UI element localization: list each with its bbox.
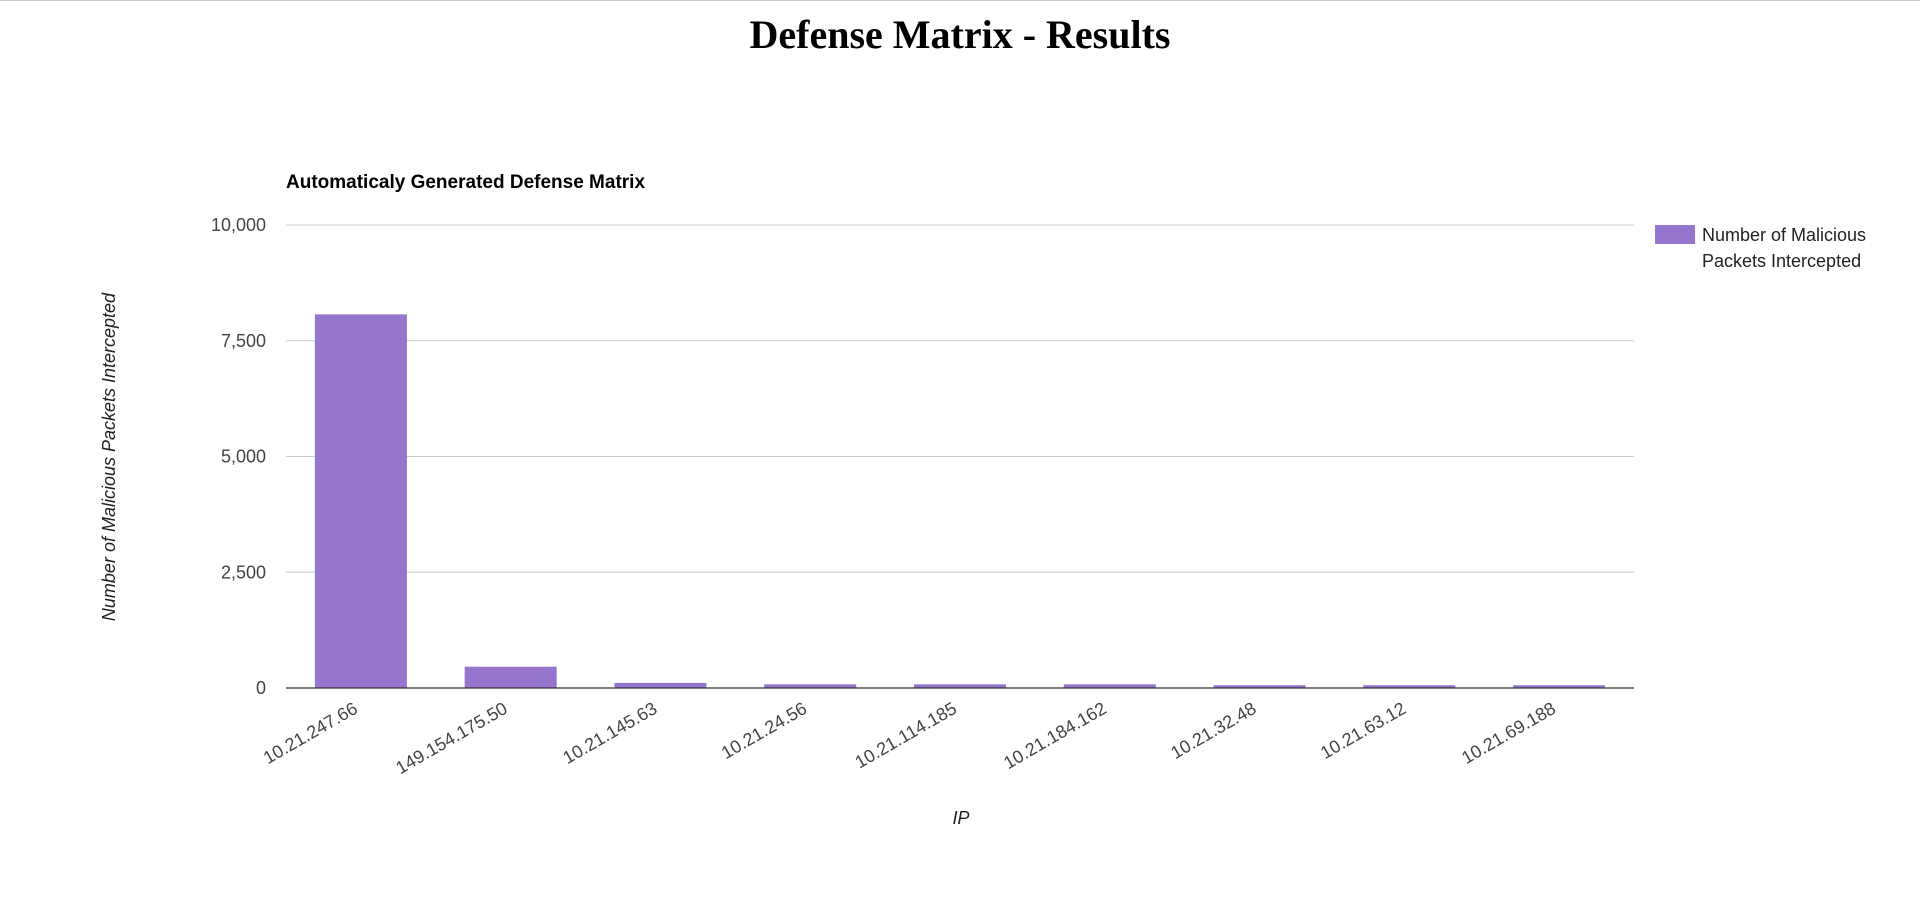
x-tick-label: 10.21.247.66 (260, 698, 361, 768)
legend-label: Number of Malicious (1702, 225, 1866, 245)
bar (764, 684, 857, 688)
legend-label: Packets Intercepted (1702, 251, 1861, 271)
bar (1063, 684, 1156, 688)
bar (1213, 685, 1306, 688)
x-tick-label: 10.21.114.185 (851, 698, 960, 772)
bar (1513, 685, 1606, 688)
x-tick-label: 10.21.24.56 (718, 698, 810, 763)
bar (914, 684, 1006, 688)
x-tick-label: 10.21.69.188 (1458, 698, 1559, 768)
y-tick-label: 0 (256, 678, 266, 698)
y-axis-title: Number of Malicious Packets Intercepted (99, 292, 119, 621)
bar (1363, 685, 1456, 688)
page-title: Defense Matrix - Results (749, 12, 1171, 57)
bar (314, 314, 407, 688)
legend: Number of Malicious Packets Intercepted (1655, 225, 1866, 271)
top-border (0, 0, 1920, 1)
x-tick-label: 149.154.175.50 (392, 698, 510, 778)
x-tick-label: 10.21.184.162 (1000, 698, 1110, 773)
y-tick-label: 7,500 (221, 331, 266, 351)
bars (314, 314, 1606, 688)
x-tick-label: 10.21.63.12 (1317, 698, 1409, 763)
legend-swatch (1655, 225, 1695, 244)
y-tick-label: 2,500 (221, 562, 266, 582)
chart-title: Automaticaly Generated Defense Matrix (286, 172, 645, 193)
x-tick-label: 10.21.145.63 (559, 698, 660, 768)
bar (614, 682, 707, 688)
x-axis-title: IP (952, 808, 969, 828)
gridlines (286, 224, 1634, 573)
y-tick-label: 5,000 (221, 447, 266, 467)
x-tick-label: 10.21.32.48 (1167, 698, 1259, 763)
bar (464, 666, 557, 688)
x-axis-ticks: 10.21.247.66 149.154.175.50 10.21.145.63 10… (260, 698, 1559, 778)
y-tick-label: 10,000 (211, 215, 266, 235)
y-axis-ticks: 0 2,500 5,000 7,500 10,000 (211, 215, 266, 698)
